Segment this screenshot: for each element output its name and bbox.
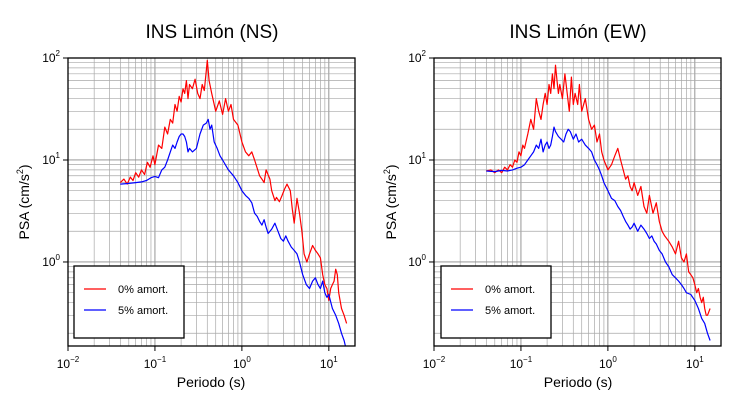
y-tick-label: 100 — [408, 253, 426, 269]
y-axis-label-sup: 2 — [382, 169, 392, 174]
legend-label: 0% amort. — [485, 284, 535, 296]
y-tick-label: 101 — [408, 151, 426, 167]
plot-frame — [433, 57, 722, 347]
x-tick-label: 10−2 — [57, 355, 80, 371]
tick-labels: 10−2 10−1 100 101 100 101 102 — [408, 49, 704, 371]
legend-label: 5% amort. — [118, 305, 168, 317]
series-line-damped — [486, 126, 711, 341]
series-layer — [119, 59, 348, 347]
x-axis-label: Periodo (s) — [544, 374, 612, 390]
x-tick-label: 101 — [686, 355, 704, 371]
y-axis-label-main: PSA (cm/s — [383, 174, 399, 239]
plot-frame — [67, 57, 356, 347]
chart-panel-ns: INS Limón (NS) 10−2 10−1 100 101 100 101 102 0… — [15, 22, 356, 390]
legend-label: 5% amort. — [485, 305, 535, 317]
x-tick-label: 100 — [233, 355, 251, 371]
y-axis-label: PSA (cm/s2) — [15, 164, 32, 239]
series-line-undamped — [486, 64, 711, 316]
y-axis-label-sup: 2 — [15, 169, 25, 174]
series-line-damped — [120, 118, 346, 347]
legend: 0% amort. 5% amort. — [73, 265, 185, 339]
chart-title: INS Limón (NS) — [145, 22, 278, 43]
y-tick-label: 101 — [42, 151, 60, 167]
x-axis-label: Periodo (s) — [177, 374, 245, 390]
legend-box — [440, 265, 552, 339]
legend-label: 0% amort. — [118, 284, 168, 296]
legend-box — [73, 265, 185, 339]
series-layer — [486, 64, 711, 341]
y-axis-label-close: ) — [383, 164, 399, 169]
y-tick-label: 102 — [42, 49, 60, 65]
chart-panel-ew: INS Limón (EW) 10−2 10−1 100 101 100 101 102 0… — [382, 22, 722, 390]
x-tick-label: 10−2 — [423, 355, 446, 371]
legend: 0% amort. 5% amort. — [440, 265, 552, 339]
series-line-undamped — [119, 59, 348, 324]
x-tick-label: 10−1 — [510, 355, 533, 371]
x-tick-label: 101 — [320, 355, 338, 371]
y-axis-label-close: ) — [16, 164, 32, 169]
chart-title: INS Limón (EW) — [509, 22, 646, 43]
y-axis-label: PSA (cm/s2) — [382, 164, 399, 239]
x-tick-label: 10−1 — [144, 355, 167, 371]
y-tick-label: 100 — [42, 253, 60, 269]
x-tick-label: 100 — [599, 355, 617, 371]
tick-labels: 10−2 10−1 100 101 100 101 102 — [42, 49, 338, 371]
y-axis-label-main: PSA (cm/s — [16, 174, 32, 239]
y-tick-label: 102 — [408, 49, 426, 65]
